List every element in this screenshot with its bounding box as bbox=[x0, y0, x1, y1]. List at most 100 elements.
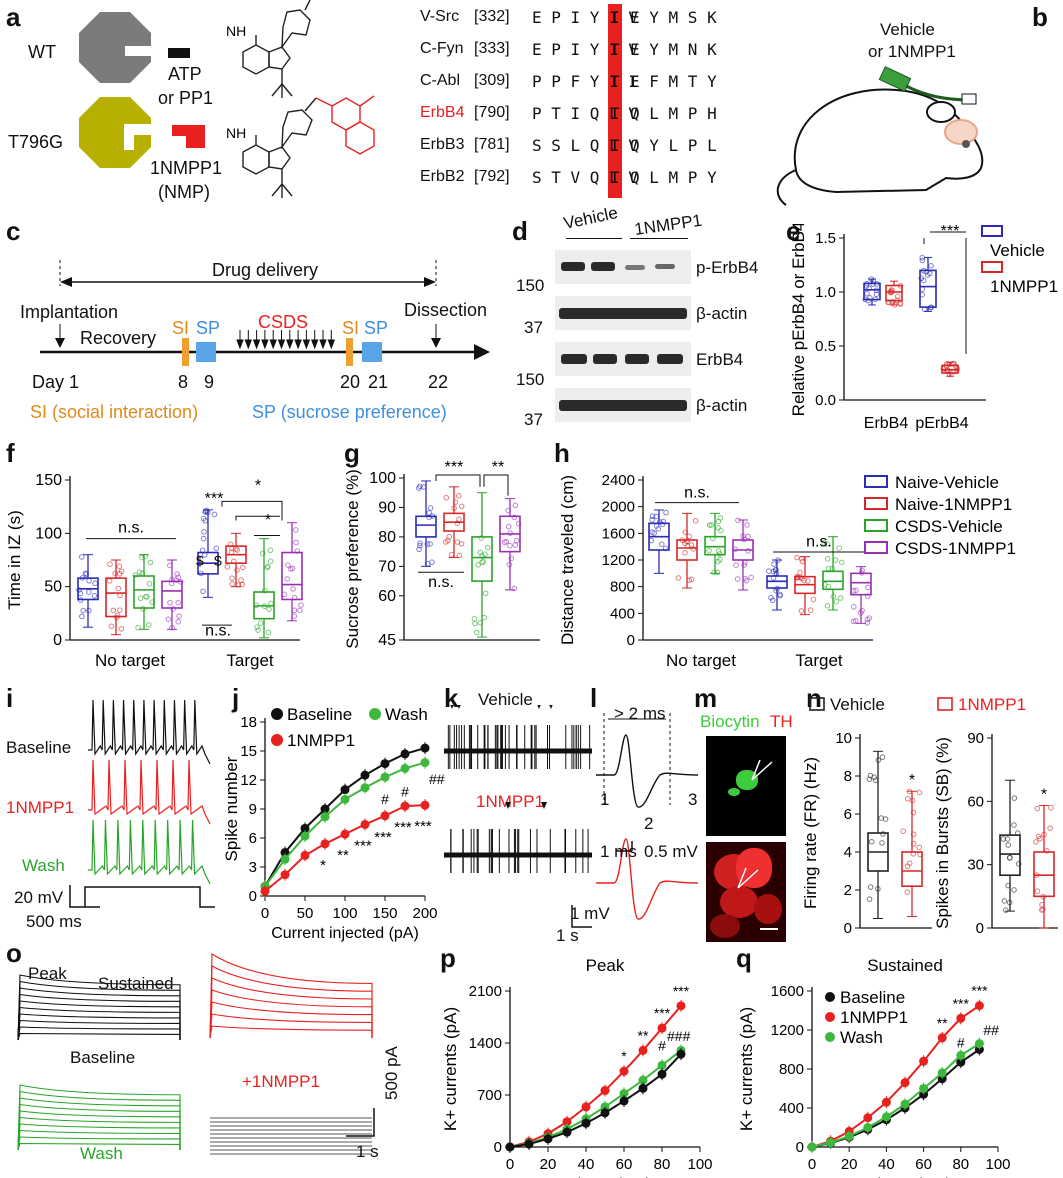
sequence-position: [333] bbox=[474, 40, 510, 57]
data-point bbox=[638, 1045, 648, 1055]
y-tick-label: 800 bbox=[779, 1061, 804, 1078]
burst-arrowhead bbox=[541, 802, 547, 809]
legend-si: SI (social interaction) bbox=[30, 402, 199, 422]
data-point bbox=[482, 590, 489, 597]
current-trace-2 bbox=[209, 1013, 373, 1039]
spike-traces bbox=[69, 699, 215, 908]
sig-label: *** bbox=[654, 1005, 671, 1021]
data-point bbox=[676, 1049, 686, 1059]
sig-label: * bbox=[320, 857, 326, 874]
data-point bbox=[653, 513, 659, 520]
current-trace-1 bbox=[17, 1136, 181, 1151]
data-point bbox=[940, 365, 947, 372]
chart-p: 0 700 1400 2100 K+ currents (pA) 0 20 40 60 80 100… bbox=[441, 956, 713, 1178]
gatekeeper-residue: T bbox=[610, 136, 620, 155]
legend-marker bbox=[825, 1032, 835, 1042]
data-point bbox=[199, 547, 206, 554]
data-point bbox=[688, 576, 695, 583]
data-point bbox=[1044, 848, 1050, 854]
x-tick-label: 40 bbox=[578, 1156, 595, 1173]
blot-actin-1 bbox=[555, 296, 691, 330]
box-iqr bbox=[471, 536, 493, 582]
data-point bbox=[340, 794, 350, 804]
legend-swatch bbox=[864, 497, 888, 510]
data-point bbox=[717, 515, 724, 521]
legend-label: 1NMPP1 bbox=[840, 1008, 908, 1027]
data-point bbox=[1034, 805, 1041, 812]
data-point bbox=[894, 297, 900, 304]
data-point bbox=[825, 565, 832, 572]
data-point bbox=[910, 851, 917, 857]
x-tick-label: 60 bbox=[915, 1156, 932, 1173]
sig-label-wash: # bbox=[381, 791, 389, 807]
data-point bbox=[686, 577, 693, 583]
data-point bbox=[821, 540, 827, 546]
data-point bbox=[797, 574, 804, 581]
gatekeeper-residue: T bbox=[610, 168, 620, 187]
data-point bbox=[175, 599, 181, 606]
data-point bbox=[167, 599, 173, 606]
data-point bbox=[290, 586, 296, 592]
legend-swatch bbox=[981, 225, 1003, 237]
data-point bbox=[619, 1089, 629, 1099]
data-point bbox=[137, 595, 144, 602]
data-point bbox=[106, 578, 113, 584]
data-point bbox=[417, 542, 423, 549]
data-point bbox=[771, 561, 777, 567]
data-point bbox=[232, 546, 239, 552]
y-tick-label: 0 bbox=[976, 920, 984, 937]
data-point bbox=[897, 301, 904, 307]
sig-label: * bbox=[621, 1048, 627, 1064]
box-1NMPP1 bbox=[900, 788, 923, 918]
sp-label-1: SP bbox=[196, 318, 221, 338]
box-CSDS-Vehicle bbox=[132, 553, 156, 631]
dissection-label: Dissection bbox=[404, 300, 488, 320]
current-trace-1 bbox=[17, 1084, 181, 1151]
panel-letter-g: g bbox=[344, 438, 360, 468]
si-marker-1 bbox=[182, 338, 189, 366]
x-tick-label: 80 bbox=[654, 1156, 671, 1173]
treatment-line2: or 1NMPP1 bbox=[868, 42, 956, 61]
data-point bbox=[881, 1112, 891, 1122]
data-point bbox=[501, 539, 508, 546]
data-point bbox=[794, 574, 801, 581]
y-tick-label: 700 bbox=[477, 1087, 502, 1104]
o-scale-s: 1 s bbox=[356, 1142, 379, 1161]
burst-arrowhead bbox=[457, 705, 461, 709]
csds-arrowhead bbox=[269, 339, 277, 350]
sig-label-wash: # bbox=[658, 1037, 666, 1053]
data-point bbox=[850, 604, 857, 610]
extracellular-traces bbox=[444, 705, 592, 928]
data-point bbox=[267, 547, 274, 554]
current-trace-2 bbox=[209, 965, 373, 1039]
box-iqr bbox=[133, 575, 155, 609]
legend-label: Vehicle bbox=[990, 241, 1045, 260]
csds-arrowhead bbox=[261, 339, 269, 350]
legend-swatch bbox=[937, 697, 953, 711]
data-point bbox=[512, 502, 519, 509]
data-point bbox=[619, 1096, 629, 1106]
csds-arrowhead bbox=[302, 339, 311, 350]
data-point bbox=[254, 624, 260, 630]
data-point bbox=[224, 564, 231, 570]
sequence-residues-post: Q Y L P L bbox=[630, 136, 717, 155]
data-point bbox=[745, 548, 751, 554]
si-label-2: SI bbox=[342, 318, 360, 338]
current-trace-1 bbox=[17, 1129, 181, 1151]
box-Naive-1NMPP1 bbox=[442, 486, 465, 559]
spike-trace-2 bbox=[88, 819, 211, 885]
data-point bbox=[1040, 893, 1047, 900]
x-category-label: pErbB4 bbox=[915, 415, 968, 432]
biocytin-label: Biocytin bbox=[700, 712, 760, 731]
data-point bbox=[511, 514, 518, 521]
data-point bbox=[837, 595, 844, 601]
data-point bbox=[420, 758, 430, 768]
y-tick-label: 3 bbox=[249, 859, 257, 876]
data-point bbox=[853, 587, 859, 594]
burst-arrowhead bbox=[450, 705, 454, 709]
blot-actin-2 bbox=[555, 388, 691, 422]
data-point bbox=[943, 363, 950, 369]
data-point bbox=[200, 515, 207, 522]
sequence-residues-pre: P P F Y I I bbox=[532, 72, 638, 91]
